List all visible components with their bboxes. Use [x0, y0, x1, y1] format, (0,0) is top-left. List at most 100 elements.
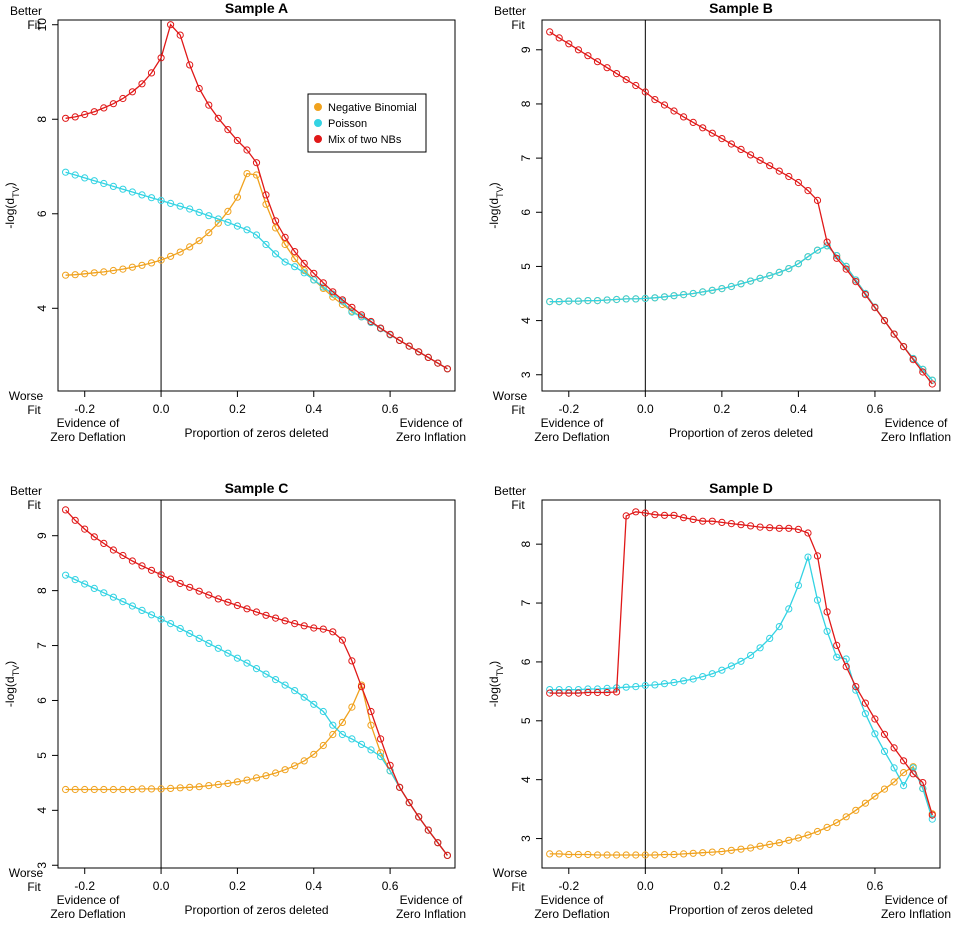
data-point — [928, 380, 936, 388]
data-point — [584, 850, 592, 859]
data-point — [243, 659, 251, 667]
zero-deflation-note: Zero Deflation — [50, 907, 125, 921]
data-point — [186, 205, 194, 213]
data-point — [890, 764, 898, 772]
data-point — [890, 330, 898, 338]
legend: Negative Binomial Poisson Mix of two NBs — [307, 93, 427, 153]
data-point — [176, 784, 184, 792]
x-tick-label: 0.6 — [382, 879, 399, 893]
x-tick-label: 0.0 — [637, 879, 654, 893]
data-point — [100, 785, 108, 794]
zero-deflation-note: Evidence of — [57, 416, 120, 430]
y-tick-label: 4 — [519, 776, 533, 783]
y-axis-label-main: -log(d — [3, 676, 17, 707]
data-point — [319, 283, 327, 291]
x-axis-label: Proportion of zeros deleted — [669, 426, 813, 440]
data-point — [272, 769, 280, 777]
data-point — [852, 806, 860, 814]
data-point — [157, 54, 165, 62]
data-point — [756, 842, 764, 850]
data-point — [62, 168, 70, 176]
data-point — [167, 784, 175, 793]
data-point — [147, 785, 156, 793]
data-point — [167, 620, 175, 628]
data-point — [794, 260, 803, 268]
data-point — [613, 851, 621, 859]
data-point — [680, 677, 688, 685]
data-point — [100, 589, 108, 597]
data-point — [852, 278, 860, 286]
data-point — [119, 551, 127, 560]
data-point — [348, 703, 356, 711]
data-point — [71, 785, 79, 794]
data-point — [880, 317, 889, 325]
legend-label: Negative Binomial — [328, 102, 417, 114]
y-tick-label: 3 — [519, 371, 533, 378]
data-point — [660, 101, 669, 109]
data-point — [205, 229, 213, 237]
data-point — [574, 46, 583, 54]
data-point — [233, 654, 241, 662]
data-point — [272, 250, 280, 258]
data-point — [291, 620, 299, 628]
data-point — [574, 689, 583, 697]
series-negative-binomial — [62, 170, 451, 373]
data-point — [233, 136, 241, 145]
data-point — [128, 785, 136, 794]
x-tick-label: -0.2 — [74, 402, 95, 416]
x-tick-label: 0.2 — [229, 879, 246, 893]
data-point — [205, 212, 213, 220]
series-negative-binomial — [546, 763, 936, 859]
data-point — [641, 88, 649, 96]
legend-swatch — [314, 135, 322, 143]
data-point — [718, 285, 726, 293]
legend-box — [307, 93, 427, 153]
data-point — [823, 627, 831, 635]
data-point — [775, 524, 783, 532]
data-point — [603, 688, 611, 697]
data-point — [62, 571, 70, 579]
data-point — [186, 783, 194, 791]
data-point — [157, 785, 165, 793]
data-point — [90, 177, 98, 185]
chart-title: Sample A — [225, 0, 288, 16]
data-point — [680, 514, 688, 522]
data-point — [157, 196, 165, 205]
data-point — [109, 100, 118, 108]
data-point — [546, 28, 554, 36]
data-point — [737, 845, 745, 853]
y-axis-label-sub: TV — [495, 186, 505, 198]
data-point — [708, 517, 716, 525]
data-point — [357, 683, 366, 691]
data-point — [766, 524, 774, 532]
series-negative-binomial — [546, 242, 936, 384]
y-axis-label: -log(dTV) — [3, 182, 21, 228]
data-point — [310, 624, 318, 632]
data-point — [186, 629, 194, 638]
data-point — [310, 700, 318, 708]
y-tick-label: 8 — [519, 100, 533, 107]
data-point — [272, 614, 280, 622]
y-tick-label: 6 — [35, 697, 49, 704]
data-point — [708, 848, 716, 856]
data-point — [699, 849, 707, 857]
data-point — [813, 246, 822, 254]
data-point — [100, 539, 108, 548]
chart-title: Sample B — [709, 0, 773, 16]
worse-fit-label: Fit — [27, 403, 41, 417]
data-point — [928, 815, 936, 823]
data-point — [603, 684, 611, 693]
data-point — [613, 688, 621, 696]
data-point — [233, 601, 241, 610]
y-tick-label: 9 — [35, 532, 49, 539]
zero-inflation-note: Zero Inflation — [881, 907, 951, 921]
data-point — [880, 730, 889, 738]
data-point — [195, 208, 203, 216]
data-point — [281, 766, 289, 774]
data-point — [338, 636, 346, 644]
y-tick-label: 7 — [35, 642, 49, 649]
data-point — [708, 129, 716, 137]
data-point — [651, 96, 659, 104]
